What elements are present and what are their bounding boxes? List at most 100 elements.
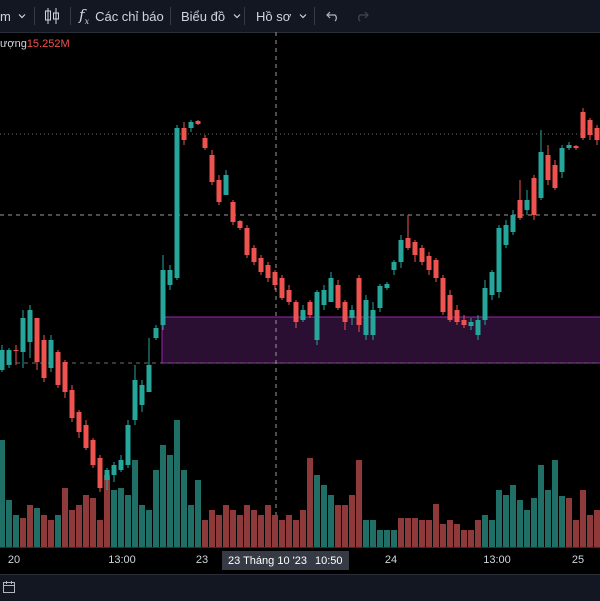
chart-button[interactable]: Biểu đồ <box>181 0 242 32</box>
candle-body <box>6 350 12 365</box>
candle-body <box>328 278 334 302</box>
candle-body <box>447 295 453 320</box>
volume-bar <box>335 505 341 547</box>
candle-body <box>377 286 383 308</box>
candle-body <box>335 285 341 308</box>
calendar-icon[interactable] <box>2 580 16 599</box>
candle-body <box>489 272 495 295</box>
volume-bar <box>531 498 537 547</box>
volume-bar <box>237 515 243 547</box>
candle-body <box>363 300 369 335</box>
volume-bar <box>489 520 495 547</box>
indicators-button[interactable]: fx Các chỉ báo <box>79 0 164 32</box>
volume-bar <box>594 510 600 547</box>
volume-bar <box>552 460 558 547</box>
volume-bar <box>419 520 425 547</box>
volume-bar <box>209 510 215 547</box>
volume-bar <box>202 520 208 547</box>
candle-body <box>223 175 229 195</box>
volume-bar <box>55 515 61 547</box>
volume-legend-value: 15.252M <box>26 38 70 50</box>
volume-bar <box>83 495 89 547</box>
candle-body <box>27 310 33 342</box>
candle-body <box>160 270 166 325</box>
volume-bar <box>265 505 271 547</box>
volume-bar <box>251 510 257 547</box>
candle-body <box>531 178 537 215</box>
volume-bar <box>538 465 544 547</box>
volume-bar <box>97 520 103 547</box>
candle-body <box>349 310 355 318</box>
candle-body <box>111 465 117 475</box>
volume-bar <box>104 475 110 547</box>
time-tick: 13:00 <box>108 554 136 566</box>
profile-button[interactable]: Hồ sơ <box>256 0 308 32</box>
candle-body <box>139 385 145 405</box>
volume-bar <box>510 485 516 547</box>
toolbar-divider <box>314 7 315 25</box>
candle-body <box>181 128 187 140</box>
candle-body <box>307 302 313 315</box>
candle-body <box>482 288 488 320</box>
volume-bar <box>300 510 306 547</box>
candle-body <box>55 352 61 385</box>
volume-bar <box>272 515 278 547</box>
volume-bar <box>6 500 12 547</box>
volume-bar <box>580 490 586 547</box>
candle-body <box>461 320 467 325</box>
volume-bar <box>188 505 194 547</box>
volume-bar <box>384 530 390 547</box>
candle-body <box>405 238 411 248</box>
candle-body <box>559 148 565 172</box>
time-tick: 13:00 <box>483 554 511 566</box>
candlestick-icon[interactable] <box>42 0 62 32</box>
volume-bar <box>27 505 33 547</box>
chevron-down-icon <box>299 14 307 19</box>
candle-body <box>41 340 47 378</box>
candle-body <box>370 310 376 335</box>
time-axis[interactable]: 20 13:00 23 24 13:00 25 23 Tháng 10 '23 … <box>0 547 600 575</box>
chart-label: Biểu đồ <box>181 8 226 24</box>
chart-pane[interactable] <box>0 32 600 574</box>
volume-bar <box>20 518 26 547</box>
volume-bar <box>342 505 348 547</box>
candle-body <box>524 200 530 210</box>
symbol-name[interactable]: m <box>0 8 11 24</box>
symbol-dropdown-icon[interactable] <box>14 0 30 32</box>
volume-bar <box>321 485 327 547</box>
volume-bar <box>412 518 418 547</box>
volume-bar <box>90 498 96 547</box>
volume-bar <box>286 515 292 547</box>
volume-bar <box>314 475 320 547</box>
volume-bar <box>545 490 551 547</box>
volume-bar <box>517 500 523 547</box>
volume-bar <box>454 524 460 547</box>
volume-bar <box>181 470 187 547</box>
candle-body <box>0 350 5 370</box>
volume-bar <box>279 520 285 547</box>
candle-body <box>62 362 68 392</box>
volume-bar <box>307 458 313 547</box>
zone-rectangle[interactable] <box>161 316 600 364</box>
candle-body <box>517 200 523 218</box>
candle-body <box>419 248 425 262</box>
candle-body <box>587 120 593 135</box>
candle-body <box>20 318 26 352</box>
candle-body <box>125 425 131 465</box>
candle-body <box>118 460 124 470</box>
candle-body <box>510 215 516 232</box>
candle-body <box>174 128 180 278</box>
price-chart[interactable] <box>0 32 600 547</box>
candle-body <box>580 112 586 138</box>
volume-bar <box>34 508 40 547</box>
crosshair-time: 10:50 <box>314 554 343 567</box>
redo-icon[interactable] <box>354 0 370 32</box>
bottom-bar <box>0 574 600 601</box>
candle-body <box>48 340 54 368</box>
undo-icon[interactable] <box>325 0 341 32</box>
indicators-label: Các chỉ báo <box>95 8 164 24</box>
candle-body <box>146 365 152 392</box>
volume-bar <box>398 518 404 547</box>
candle-body <box>90 440 96 465</box>
candle-body <box>76 412 82 432</box>
